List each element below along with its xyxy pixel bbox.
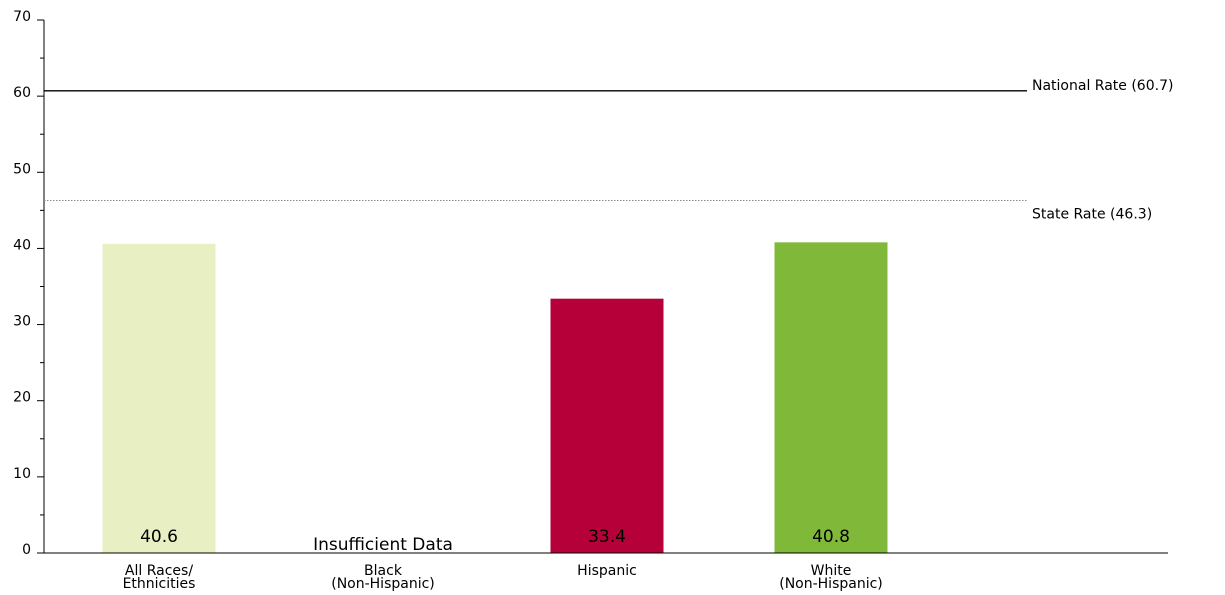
reference-line-label: National Rate (60.7): [1032, 78, 1173, 94]
y-tick-label: 50: [13, 161, 31, 177]
bar: [550, 298, 664, 553]
x-category-label: (Non-Hispanic): [779, 576, 883, 592]
y-tick-label: 40: [13, 237, 31, 253]
reference-line-label: State Rate (46.3): [1032, 206, 1152, 222]
x-axis: All Races/EthnicitiesBlack(Non-Hispanic)…: [44, 552, 1168, 592]
reference-lines: National Rate (60.7) State Rate (46.3): [44, 78, 1173, 222]
x-category-label: Black: [364, 563, 403, 579]
x-category-label: All Races/: [125, 563, 193, 579]
bar: [102, 243, 216, 554]
x-category-label: Hispanic: [577, 563, 637, 579]
x-category-label: White: [811, 563, 852, 579]
y-tick-label: 30: [13, 314, 31, 330]
y-tick-label: 0: [22, 542, 31, 558]
bar-value-label: 33.4: [588, 527, 626, 547]
bar: [774, 242, 888, 553]
x-category-label: Ethnicities: [123, 576, 196, 592]
y-axis: 0 10 20 30 40 50 60 70: [13, 9, 45, 558]
x-category-label: (Non-Hispanic): [331, 576, 435, 592]
y-tick-label: 60: [13, 85, 31, 101]
y-tick-label: 10: [13, 466, 31, 482]
bar-value-label: Insufficient Data: [313, 535, 453, 555]
bar-value-label: 40.6: [140, 527, 178, 547]
y-tick-label: 70: [13, 9, 31, 25]
bars: 40.6 Insufficient Data 33.4 40.8: [102, 242, 888, 555]
bar-value-label: 40.8: [812, 527, 850, 547]
y-tick-label: 20: [13, 390, 31, 406]
